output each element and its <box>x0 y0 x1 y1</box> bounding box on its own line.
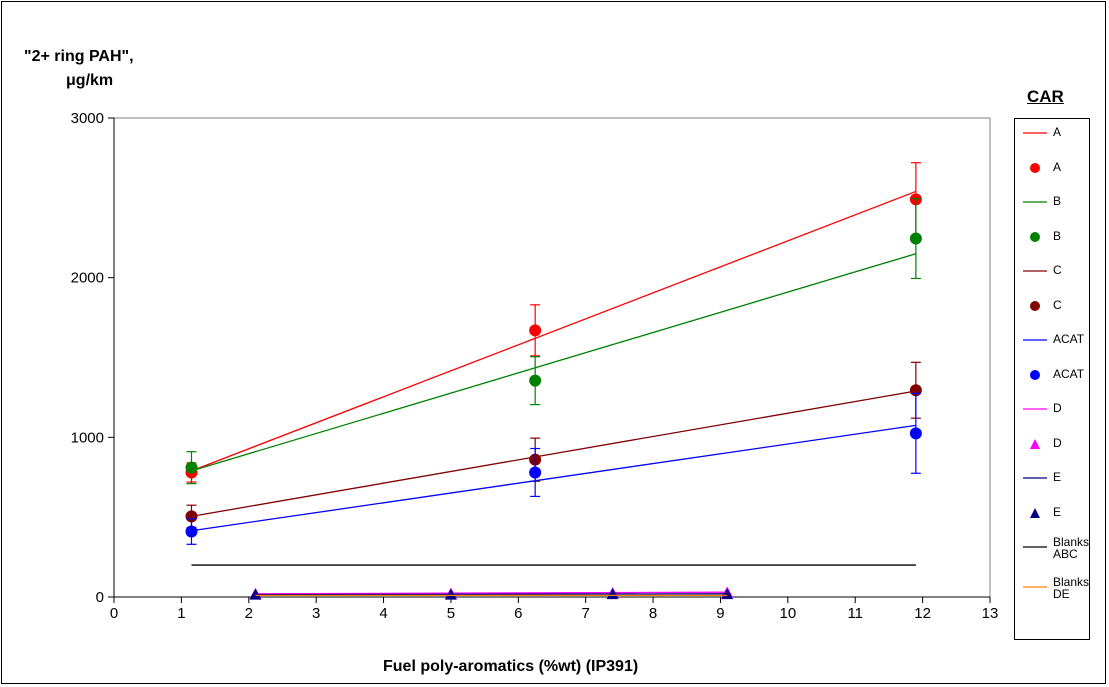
trend-line-a <box>191 190 917 472</box>
legend-symbol-b <box>1030 231 1040 242</box>
data-point-b <box>529 374 542 387</box>
legend-item-e: E <box>1015 468 1091 488</box>
legend-symbol-acat <box>1023 339 1047 341</box>
x-tick-label: 10 <box>780 605 797 622</box>
legend-label: D <box>1053 435 1062 450</box>
trend-line-b <box>191 253 917 472</box>
y-axis-title-line-1: "2+ ring PAH", <box>24 48 134 65</box>
legend-symbol-c <box>1023 270 1047 272</box>
x-tick-label: 9 <box>716 605 724 622</box>
legend-symbol-blanks-abc <box>1023 546 1047 548</box>
data-point-e <box>249 588 262 600</box>
legend-item-d: D <box>1015 434 1091 454</box>
legend-label: D <box>1053 401 1062 415</box>
legend-item-c: C <box>1015 261 1091 281</box>
x-tick-label: 0 <box>110 605 118 622</box>
legend-label: B <box>1053 228 1062 243</box>
legend-item-a: A <box>1015 123 1091 143</box>
x-tick-label: 1 <box>177 605 185 622</box>
x-tick-label: 13 <box>982 605 999 622</box>
legend: A A B B C C ACAT ACAT D D E E Blanks ABC Blanks DE <box>1014 118 1090 640</box>
legend-symbol-e <box>1023 477 1047 479</box>
x-tick-label: 7 <box>582 605 590 622</box>
legend-label: B <box>1053 194 1062 208</box>
y-tick-label: 1000 <box>71 429 104 446</box>
legend-symbol-acat <box>1030 369 1040 380</box>
x-tick-label: 6 <box>514 605 522 622</box>
legend-label: C <box>1053 263 1062 277</box>
x-tick-label: 12 <box>914 605 931 622</box>
y-tick-label: 0 <box>96 589 104 606</box>
data-point-a <box>529 324 542 337</box>
legend-item-c: C <box>1015 296 1091 316</box>
legend-symbol-d <box>1030 438 1040 449</box>
legend-symbol-e <box>1030 507 1040 518</box>
legend-item-b: B <box>1015 227 1091 247</box>
trend-line-d <box>255 591 728 595</box>
plot-area <box>113 117 991 598</box>
data-point-e <box>721 588 734 600</box>
legend-label: A <box>1053 125 1062 139</box>
legend-symbol-a <box>1030 162 1040 173</box>
legend-item-blanks-de: Blanks DE <box>1015 575 1091 601</box>
legend-item-b: B <box>1015 192 1091 212</box>
legend-item-d: D <box>1015 399 1091 419</box>
data-point-b <box>909 232 922 245</box>
y-tick-label: 3000 <box>71 110 104 127</box>
legend-item-acat: ACAT <box>1015 330 1091 350</box>
x-tick-label: 4 <box>379 605 387 622</box>
x-tick-label: 11 <box>847 605 863 622</box>
data-point-c <box>185 510 198 523</box>
trend-line-c <box>191 390 916 518</box>
legend-item-blanks-abc: Blanks ABC <box>1015 535 1091 561</box>
x-tick-label: 2 <box>245 605 253 622</box>
legend-label: A <box>1053 159 1062 174</box>
legend-symbol-d <box>1023 408 1047 410</box>
legend-item-acat: ACAT <box>1015 365 1091 385</box>
legend-label: ACAT <box>1053 332 1085 346</box>
legend-item-e: E <box>1015 503 1091 523</box>
data-point-e <box>606 588 619 600</box>
legend-symbol-b <box>1023 201 1047 203</box>
data-point-e <box>444 588 457 600</box>
legend-label: Blanks ABC <box>1053 535 1090 561</box>
legend-item-a: A <box>1015 158 1091 178</box>
legend-symbol-blanks-de <box>1023 586 1047 588</box>
legend-label: Blanks DE <box>1053 575 1090 601</box>
legend-label: C <box>1053 297 1062 312</box>
data-point-acat <box>185 525 198 538</box>
legend-label: E <box>1053 504 1062 519</box>
trend-line-e <box>255 593 728 596</box>
y-tick-label: 2000 <box>71 270 104 287</box>
legend-symbol-a <box>1023 132 1047 134</box>
x-tick-label: 5 <box>447 605 455 622</box>
data-point-b <box>185 461 198 474</box>
legend-label: ACAT <box>1053 366 1085 381</box>
trend-line-acat <box>191 424 916 532</box>
x-tick-label: 8 <box>649 605 657 622</box>
x-tick-label: 3 <box>312 605 320 622</box>
legend-label: E <box>1053 470 1062 484</box>
legend-symbol-c <box>1030 300 1040 311</box>
data-point-acat <box>529 466 542 479</box>
legend-title: CAR <box>1027 87 1064 106</box>
y-axis-title-line-2: μg/km <box>66 72 114 89</box>
x-axis-title: Fuel poly-aromatics (%wt) (IP391) <box>383 658 639 675</box>
data-point-acat <box>909 427 922 440</box>
